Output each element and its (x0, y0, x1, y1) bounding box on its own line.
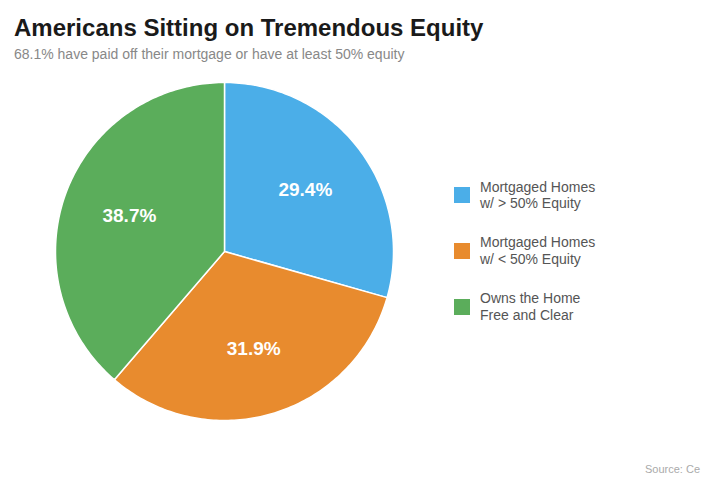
svg-text:29.4%: 29.4% (278, 179, 332, 200)
html-text:Source: Ce: Source: Ce (645, 463, 700, 475)
html-text:Mortgaged Homes w/ > 50% Equit: Mortgaged Homes w/ > 50% Equity (480, 178, 596, 212)
html-text:Americans Sitting on Tremendou: Americans Sitting on Tremendous Equity (14, 14, 484, 41)
svg-text:31.9%: 31.9% (227, 338, 281, 359)
html-text:Owns the Home Free and Clear: Owns the Home Free and Clear (480, 289, 581, 323)
html-text:Mortgaged Homes w/ < 50% Equit: Mortgaged Homes w/ < 50% Equity (480, 234, 596, 267)
svg-text:38.7%: 38.7% (102, 205, 156, 226)
html-text:68.1% have paid off their mort: 68.1% have paid off their mortgage or ha… (14, 46, 405, 62)
